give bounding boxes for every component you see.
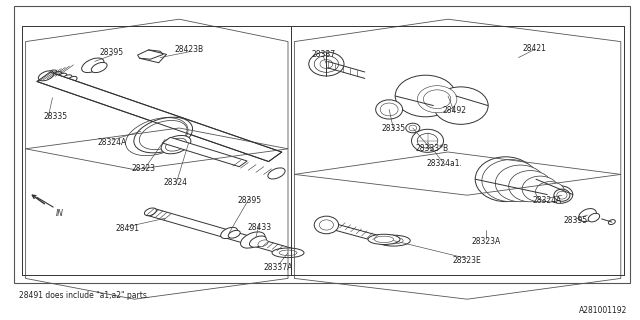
- Text: 28324a1.: 28324a1.: [427, 159, 463, 168]
- Ellipse shape: [134, 117, 193, 153]
- Ellipse shape: [482, 160, 539, 202]
- Text: 28323A: 28323A: [472, 237, 501, 246]
- Ellipse shape: [417, 86, 457, 113]
- Ellipse shape: [536, 182, 564, 202]
- Ellipse shape: [377, 235, 410, 246]
- Ellipse shape: [67, 76, 77, 84]
- Ellipse shape: [228, 230, 240, 238]
- Ellipse shape: [476, 157, 536, 202]
- Ellipse shape: [250, 236, 266, 247]
- Polygon shape: [333, 225, 383, 242]
- Ellipse shape: [92, 62, 107, 73]
- Ellipse shape: [308, 52, 344, 76]
- Text: 28421: 28421: [522, 44, 547, 52]
- Ellipse shape: [61, 75, 72, 82]
- Ellipse shape: [609, 220, 615, 225]
- Text: 28492: 28492: [442, 106, 467, 115]
- Ellipse shape: [272, 248, 304, 258]
- Ellipse shape: [145, 208, 156, 216]
- Text: 28324: 28324: [164, 178, 188, 187]
- Ellipse shape: [161, 135, 191, 154]
- Ellipse shape: [82, 58, 104, 73]
- Text: 28333*B: 28333*B: [415, 144, 449, 153]
- Ellipse shape: [319, 220, 333, 230]
- Text: 28324A: 28324A: [97, 138, 127, 147]
- Text: 28324A: 28324A: [532, 196, 562, 204]
- Ellipse shape: [314, 56, 339, 72]
- Ellipse shape: [409, 125, 417, 131]
- Ellipse shape: [258, 240, 268, 246]
- Ellipse shape: [412, 129, 444, 152]
- Ellipse shape: [221, 227, 237, 239]
- Ellipse shape: [38, 71, 54, 81]
- Text: 28491: 28491: [116, 224, 140, 233]
- Ellipse shape: [579, 209, 596, 221]
- FancyBboxPatch shape: [14, 6, 630, 283]
- Text: 28395: 28395: [564, 216, 588, 225]
- Polygon shape: [163, 137, 247, 167]
- Ellipse shape: [380, 103, 398, 116]
- Ellipse shape: [424, 90, 451, 108]
- Text: 28491 does include "a1,a2" parts.: 28491 does include "a1,a2" parts.: [19, 292, 150, 300]
- Ellipse shape: [241, 232, 265, 248]
- Ellipse shape: [374, 236, 394, 243]
- Ellipse shape: [417, 133, 438, 148]
- Ellipse shape: [547, 186, 573, 204]
- Ellipse shape: [557, 191, 567, 199]
- Ellipse shape: [46, 70, 56, 77]
- Text: A281001192: A281001192: [579, 306, 627, 315]
- Ellipse shape: [554, 189, 570, 201]
- Text: 28337: 28337: [311, 50, 335, 59]
- Text: 28323E: 28323E: [453, 256, 481, 265]
- Ellipse shape: [384, 237, 403, 244]
- Text: 28395: 28395: [237, 196, 262, 204]
- Text: 28335: 28335: [44, 112, 68, 121]
- Text: 28395: 28395: [100, 48, 124, 57]
- Ellipse shape: [268, 168, 285, 179]
- Ellipse shape: [588, 213, 600, 222]
- Ellipse shape: [376, 100, 403, 119]
- Ellipse shape: [406, 123, 420, 133]
- Text: 28323: 28323: [132, 164, 156, 172]
- Ellipse shape: [509, 171, 552, 202]
- Ellipse shape: [314, 216, 339, 234]
- Text: 28423B: 28423B: [174, 45, 204, 54]
- Ellipse shape: [522, 176, 558, 202]
- Ellipse shape: [368, 234, 400, 244]
- Polygon shape: [147, 209, 298, 257]
- Text: IN: IN: [56, 209, 63, 218]
- Polygon shape: [37, 72, 282, 162]
- Polygon shape: [138, 50, 163, 59]
- Ellipse shape: [166, 138, 186, 151]
- Ellipse shape: [279, 250, 297, 255]
- Text: 28337A: 28337A: [264, 263, 293, 272]
- Ellipse shape: [140, 121, 187, 149]
- Ellipse shape: [495, 165, 545, 202]
- Text: 28433: 28433: [247, 223, 271, 232]
- Text: 28335: 28335: [381, 124, 406, 132]
- Ellipse shape: [51, 72, 61, 79]
- Ellipse shape: [396, 75, 456, 117]
- Ellipse shape: [56, 73, 67, 80]
- Ellipse shape: [320, 60, 333, 68]
- Ellipse shape: [433, 87, 488, 124]
